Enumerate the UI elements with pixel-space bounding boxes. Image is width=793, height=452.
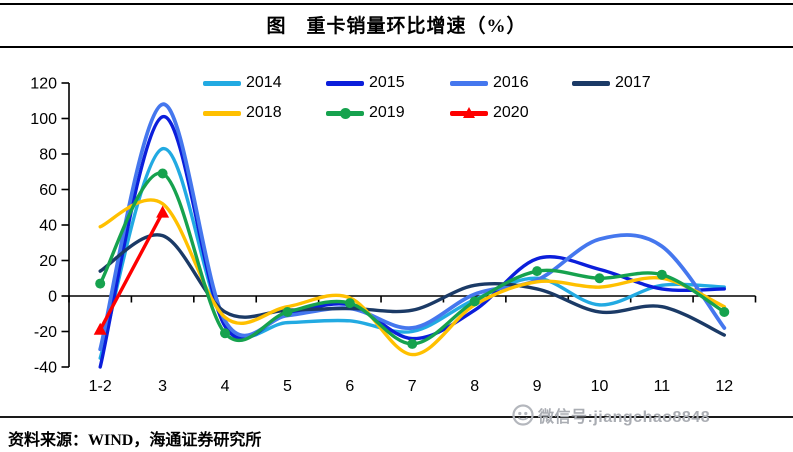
legend-swatch-2018 (203, 110, 241, 116)
bottom-border-rule (0, 416, 793, 418)
series-marker-circle (719, 306, 730, 317)
series-marker-circle (220, 328, 231, 339)
legend-item-2019: 2019 (326, 104, 405, 122)
y-tick-label: -40 (34, 360, 57, 377)
series-marker-circle (157, 168, 168, 179)
legend-swatch-2020 (450, 106, 488, 118)
y-tick-label: 0 (48, 289, 57, 306)
y-tick-label: 20 (39, 253, 57, 270)
legend-swatch-2017 (572, 80, 610, 86)
legend-label-2014: 2014 (246, 74, 282, 91)
series-marker-circle (344, 298, 355, 309)
series-marker-circle (532, 266, 543, 277)
series-marker-triangle (93, 322, 107, 335)
x-category-label: 6 (345, 378, 354, 395)
series-marker-circle (469, 296, 480, 307)
y-tick-label: 40 (39, 218, 57, 235)
y-tick-label: -20 (34, 324, 57, 341)
legend-item-2014: 2014 (203, 74, 282, 92)
x-category-label: 10 (591, 378, 609, 395)
legend-circle-marker (340, 107, 351, 119)
legend-item-2020: 2020 (450, 104, 529, 122)
series-line-2014 (98, 146, 726, 360)
y-tick-label: 60 (39, 182, 57, 199)
x-category-label: 3 (158, 378, 167, 395)
legend-label-2018: 2018 (246, 104, 282, 121)
legend-item-2015: 2015 (326, 74, 405, 92)
series-line-2017 (98, 233, 726, 337)
series-line-2020 (98, 210, 165, 332)
x-category-label: 8 (470, 378, 479, 395)
top-border-rule (0, 3, 793, 5)
x-category-label: 11 (654, 378, 671, 395)
series-marker-circle (594, 273, 605, 284)
legend-swatch-2015 (326, 80, 364, 86)
watermark-text: 微信号:jiangchao8848 (538, 409, 711, 426)
x-category-label: 1-2 (89, 378, 112, 395)
x-category-label: 9 (533, 378, 542, 395)
legend-item-2018: 2018 (203, 104, 282, 122)
legend-label-2017: 2017 (615, 74, 651, 91)
legend-swatch-2014 (203, 80, 241, 86)
watermark: 微信号:jiangchao8848 (512, 403, 710, 427)
x-category-label: 12 (715, 378, 733, 395)
wechat-icon (512, 404, 534, 426)
series-marker-circle (95, 278, 106, 289)
y-tick-label: 80 (39, 147, 57, 164)
legend-label-2015: 2015 (369, 74, 405, 91)
series-marker-circle (656, 269, 667, 280)
data-source: 资料来源：WIND，海通证券研究所 (8, 432, 262, 449)
title-divider-rule (0, 46, 793, 48)
legend-triangle-marker (463, 106, 475, 118)
legend-label-2020: 2020 (493, 104, 529, 121)
chart-title: 图 重卡销量环比增速（%） (266, 16, 527, 37)
legend-swatch-2019 (326, 107, 364, 119)
x-category-label: 4 (221, 378, 230, 395)
y-tick-label: 100 (30, 111, 57, 128)
legend-item-2016: 2016 (450, 74, 529, 92)
x-category-label: 7 (408, 378, 417, 395)
y-tick-label: 120 (30, 76, 57, 93)
legend-label-2016: 2016 (493, 74, 529, 91)
legend-label-2019: 2019 (369, 104, 405, 121)
series-line-2018 (98, 198, 726, 357)
series-marker-circle (282, 306, 293, 317)
series-marker-circle (407, 338, 418, 349)
series-marker-triangle (156, 205, 170, 218)
x-category-label: 5 (283, 378, 292, 395)
legend-swatch-2016 (450, 80, 488, 86)
legend-item-2017: 2017 (572, 74, 651, 92)
